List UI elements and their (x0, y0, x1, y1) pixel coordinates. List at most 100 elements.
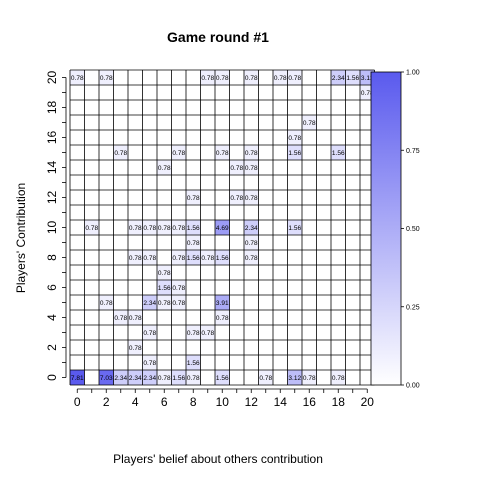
heatmap-cell (157, 295, 172, 310)
y-tick-label: 6 (45, 284, 59, 291)
heatmap-cell (287, 70, 302, 85)
y-axis: 0 2 4 6 8 10 12 14 16 18 20 (45, 71, 67, 381)
heatmap-cell (215, 370, 230, 385)
cell-value-label: 0.78 (245, 165, 258, 172)
heatmap-cell (331, 70, 346, 85)
cell-value-label: 1.56 (158, 285, 171, 292)
y-tick-label: 16 (45, 131, 59, 145)
cell-value-label: 0.78 (100, 75, 113, 82)
cell-value-label: 0.78 (172, 255, 185, 262)
cell-value-label: 1.56 (288, 150, 301, 157)
heatmap-cell (128, 220, 143, 235)
heatmap-cell (302, 370, 317, 385)
cell-value-label: 4.69 (216, 225, 229, 232)
cell-value-label: 0.78 (216, 150, 229, 157)
heatmap-cell (171, 145, 186, 160)
cell-value-label: 7.81 (71, 375, 84, 382)
heatmap-cell (287, 145, 302, 160)
cell-value-label: 0.78 (288, 135, 301, 142)
cell-value-label: 0.78 (245, 255, 258, 262)
cell-value-label: 0.78 (216, 75, 229, 82)
cell-value-label: 0.78 (114, 150, 127, 157)
cell-value-label: 0.78 (332, 375, 345, 382)
heatmap-cell (157, 160, 172, 175)
x-tick-label: 0 (74, 395, 81, 409)
heatmap-cell (215, 250, 230, 265)
colorbar-tick-label: 0.25 (406, 304, 420, 311)
cell-value-label: 0.78 (201, 75, 214, 82)
cell-value-label: 2.34 (245, 225, 258, 232)
x-tick-label: 4 (132, 395, 139, 409)
x-axis-label: Players' belief about others contributio… (113, 452, 323, 466)
cell-value-label: 0.78 (129, 255, 142, 262)
cell-value-label: 0.78 (245, 75, 258, 82)
cell-value-label: 3.12 (288, 375, 301, 382)
cell-value-label: 0.78 (303, 120, 316, 127)
heatmap-cell (142, 220, 157, 235)
cell-value-label: 1.56 (346, 75, 359, 82)
heatmap-cell (215, 145, 230, 160)
heatmap-cell (287, 370, 302, 385)
cell-value-label: 0.78 (288, 75, 301, 82)
heatmap-cell (273, 70, 288, 85)
heatmap-cell (157, 280, 172, 295)
cell-value-label: 1.56 (332, 150, 345, 157)
x-tick-label: 8 (190, 395, 197, 409)
heatmap-cell (186, 325, 201, 340)
heatmap-cell (113, 310, 128, 325)
heatmap-cell (331, 370, 346, 385)
heatmap-cell (99, 370, 114, 385)
heatmap-cell (287, 130, 302, 145)
y-tick-label: 4 (45, 314, 59, 321)
heatmap-cell (157, 265, 172, 280)
y-tick-label: 12 (45, 191, 59, 205)
heatmap-cell (186, 250, 201, 265)
cell-value-label: 0.78 (172, 150, 185, 157)
cell-value-label: 7.03 (100, 375, 113, 382)
cell-value-label: 2.34 (114, 375, 127, 382)
heatmap-cell (128, 250, 143, 265)
heatmap-cell (186, 370, 201, 385)
y-tick-label: 10 (45, 221, 59, 235)
x-tick-label: 10 (216, 395, 230, 409)
cell-value-label: 0.78 (216, 315, 229, 322)
cell-value-label: 0.78 (158, 225, 171, 232)
cell-value-label: 0.78 (158, 375, 171, 382)
heatmap-cell (215, 310, 230, 325)
heatmap-cell (200, 325, 215, 340)
heatmap-cell (70, 370, 85, 385)
x-tick-label: 16 (303, 395, 317, 409)
y-tick-label: 18 (45, 101, 59, 115)
x-tick-label: 2 (103, 395, 110, 409)
heatmap-cell (84, 220, 99, 235)
x-tick-label: 12 (245, 395, 259, 409)
cell-value-label: 0.78 (172, 300, 185, 307)
heatmap-cell (200, 70, 215, 85)
cell-value-label: 1.56 (187, 360, 200, 367)
heatmap-cell (157, 370, 172, 385)
cell-value-label: 1.56 (288, 225, 301, 232)
cell-value-label: 0.78 (129, 345, 142, 352)
heatmap-cell (142, 370, 157, 385)
y-tick-label: 8 (45, 254, 59, 261)
heatmap-cell (244, 250, 259, 265)
heatmap-cell (244, 145, 259, 160)
heatmap-cell (171, 220, 186, 235)
heatmap-cell (215, 70, 230, 85)
cell-value-label: 0.78 (230, 195, 243, 202)
heatmap-cell (128, 340, 143, 355)
x-tick-label: 20 (361, 395, 375, 409)
cell-value-label: 0.78 (245, 240, 258, 247)
heatmap-cell (142, 355, 157, 370)
heatmap-cell (186, 190, 201, 205)
cell-value-label: 0.78 (172, 225, 185, 232)
cell-value-label: 0.78 (143, 360, 156, 367)
y-tick-label: 14 (45, 161, 59, 175)
heatmap-cell (331, 145, 346, 160)
cell-value-label: 0.78 (172, 285, 185, 292)
cell-value-label: 0.78 (259, 375, 272, 382)
heatmap-cell (142, 325, 157, 340)
cell-value-label: 0.78 (230, 165, 243, 172)
cell-value-label: 0.78 (187, 330, 200, 337)
